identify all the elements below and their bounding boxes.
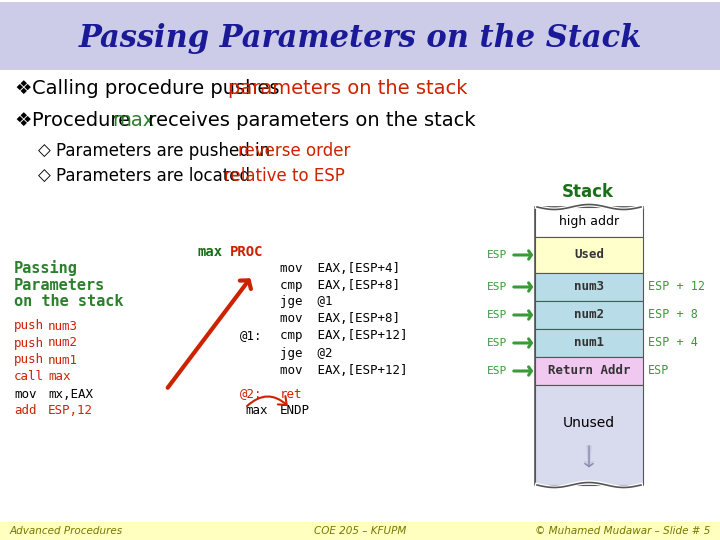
Text: num1: num1 [48, 354, 78, 367]
Text: mov  EAX,[ESP+12]: mov EAX,[ESP+12] [280, 363, 408, 376]
FancyArrowPatch shape [247, 396, 287, 406]
Text: Parameters: Parameters [14, 278, 105, 293]
Text: ESP: ESP [487, 282, 507, 292]
Text: ESP: ESP [487, 366, 507, 376]
Text: ENDP: ENDP [280, 404, 310, 417]
Text: call: call [14, 370, 44, 383]
Bar [0, 2, 720, 70]
Text: ESP: ESP [648, 364, 670, 377]
Text: ESP + 8: ESP + 8 [648, 308, 698, 321]
Bar [0, 522, 720, 540]
Text: add: add [14, 404, 37, 417]
Text: jge  @2: jge @2 [280, 347, 333, 360]
Text: © Muhamed Mudawar – Slide # 5: © Muhamed Mudawar – Slide # 5 [535, 526, 710, 536]
Text: num2: num2 [574, 308, 604, 321]
Text: Passing: Passing [14, 260, 78, 276]
Text: max: max [112, 111, 154, 130]
Text: parameters on the stack: parameters on the stack [228, 78, 467, 98]
Text: ◇: ◇ [38, 142, 50, 160]
Text: ESP: ESP [487, 338, 507, 348]
Text: num3: num3 [48, 320, 78, 333]
Text: reverse order: reverse order [238, 142, 351, 160]
Text: @1:: @1: [240, 329, 263, 342]
Text: ESP,12: ESP,12 [48, 404, 93, 417]
Text: relative to ESP: relative to ESP [224, 167, 345, 185]
Text: num3: num3 [574, 280, 604, 294]
Text: Unused: Unused [563, 416, 615, 430]
Text: Procedure: Procedure [32, 111, 136, 130]
Text: on the stack: on the stack [14, 294, 124, 309]
Text: Parameters are pushed in: Parameters are pushed in [56, 142, 275, 160]
Text: num1: num1 [574, 336, 604, 349]
Bar [535, 207, 643, 237]
Text: ret: ret [280, 388, 302, 401]
Text: push: push [14, 354, 44, 367]
Text: push: push [14, 336, 44, 349]
Text: mov: mov [14, 388, 37, 401]
Bar [535, 301, 643, 329]
Bar [535, 357, 643, 385]
Text: ❖: ❖ [14, 78, 32, 98]
Text: ❖: ❖ [14, 111, 32, 130]
Text: COE 205 – KFUPM: COE 205 – KFUPM [314, 526, 406, 536]
Text: ESP: ESP [487, 310, 507, 320]
Text: Stack: Stack [562, 183, 614, 201]
Text: ◇: ◇ [38, 167, 50, 185]
Text: Passing Parameters on the Stack: Passing Parameters on the Stack [78, 23, 642, 53]
Text: max: max [198, 245, 223, 259]
Text: Calling procedure pushes: Calling procedure pushes [32, 78, 286, 98]
Text: max: max [245, 404, 268, 417]
Text: ESP + 12: ESP + 12 [648, 280, 705, 294]
Text: high addr: high addr [559, 215, 619, 228]
Text: mx,EAX: mx,EAX [48, 388, 93, 401]
Text: max: max [48, 370, 71, 383]
Text: @2:: @2: [240, 388, 263, 401]
Text: cmp  EAX,[ESP+8]: cmp EAX,[ESP+8] [280, 279, 400, 292]
Bar [535, 385, 643, 485]
Text: Used: Used [574, 248, 604, 261]
Text: push: push [14, 320, 44, 333]
Text: jge  @1: jge @1 [280, 295, 333, 308]
Text: mov  EAX,[ESP+8]: mov EAX,[ESP+8] [280, 313, 400, 326]
Text: Parameters are located: Parameters are located [56, 167, 256, 185]
Text: Advanced Procedures: Advanced Procedures [10, 526, 123, 536]
Bar [535, 329, 643, 357]
Text: num2: num2 [48, 336, 78, 349]
Text: Return Addr: Return Addr [548, 364, 630, 377]
Text: receives parameters on the stack: receives parameters on the stack [142, 111, 476, 130]
Bar [535, 237, 643, 273]
Text: cmp  EAX,[ESP+12]: cmp EAX,[ESP+12] [280, 329, 408, 342]
Text: ESP + 4: ESP + 4 [648, 336, 698, 349]
Text: PROC: PROC [230, 245, 264, 259]
Text: ESP: ESP [487, 250, 507, 260]
Bar [535, 273, 643, 301]
Text: mov  EAX,[ESP+4]: mov EAX,[ESP+4] [280, 261, 400, 274]
Bar [535, 207, 643, 485]
